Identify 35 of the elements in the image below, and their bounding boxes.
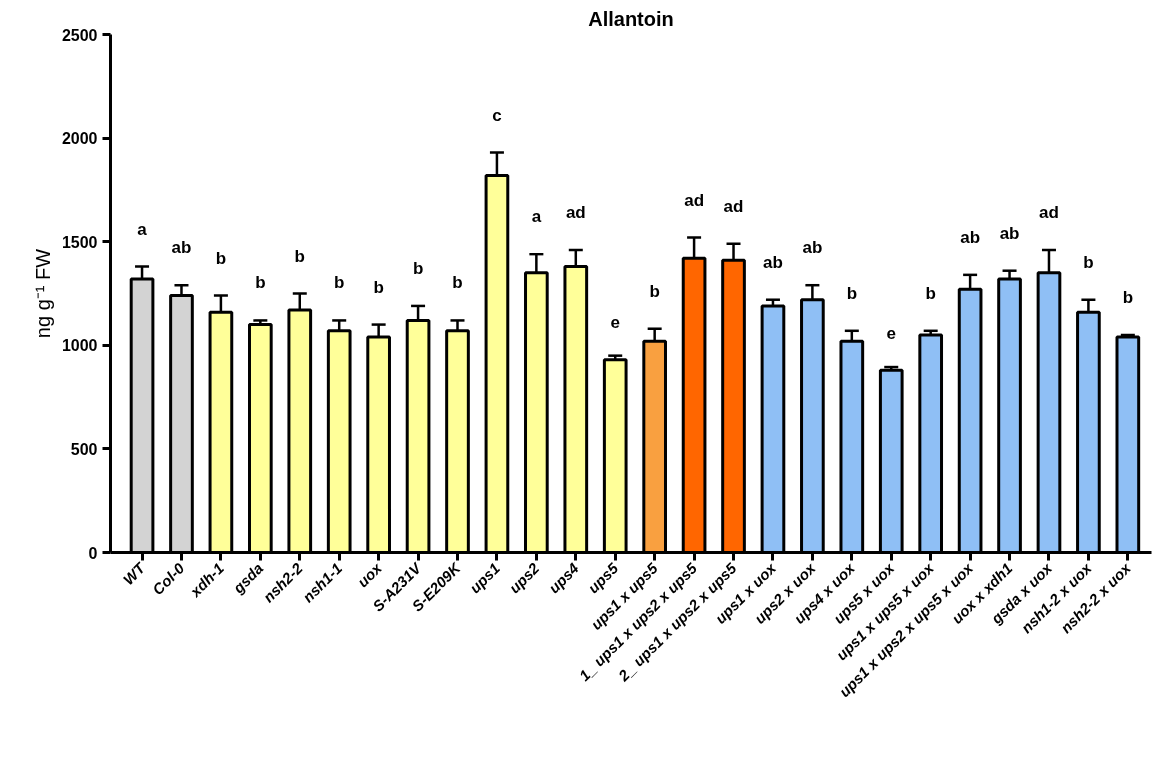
annotation: ad: [565, 202, 586, 222]
annotation: ad: [723, 196, 744, 216]
annotation: e: [886, 324, 896, 344]
annotation: c: [492, 105, 502, 125]
annotation: b: [412, 258, 424, 278]
annotation: ab: [960, 227, 981, 247]
annotation: e: [610, 312, 620, 332]
annotation: b: [1122, 287, 1134, 307]
annotation: a: [137, 219, 148, 239]
annotation: ad: [1039, 202, 1059, 222]
y-tick-label: 0: [88, 544, 98, 562]
y-tick-label: 1500: [61, 233, 98, 251]
annotation: b: [846, 283, 858, 303]
y-tick-label: 1000: [61, 337, 98, 355]
annotation: b: [649, 281, 660, 301]
y-tick-label: 500: [70, 440, 98, 458]
annotation: b: [215, 248, 227, 268]
annotation: b: [373, 277, 384, 297]
annotation: b: [925, 283, 936, 303]
y-tick-label: 2500: [61, 26, 98, 44]
x-tick-label: WT: [119, 558, 150, 588]
annotation: ab: [802, 238, 823, 258]
annotation: b: [452, 273, 463, 293]
annotation: a: [531, 207, 542, 227]
annotation: b: [1083, 252, 1094, 272]
annotation: b: [255, 273, 266, 293]
annotation: b: [294, 246, 305, 266]
annotation: ab: [763, 252, 783, 272]
y-tick-label: 2000: [61, 130, 98, 148]
y-axis-title: ng g⁻¹ FW: [31, 248, 54, 339]
annotation: ab: [999, 223, 1020, 243]
annotation: b: [334, 273, 345, 293]
chart-title: Allantoin: [588, 7, 674, 30]
annotation: ab: [171, 238, 192, 258]
annotation: ad: [684, 190, 705, 210]
